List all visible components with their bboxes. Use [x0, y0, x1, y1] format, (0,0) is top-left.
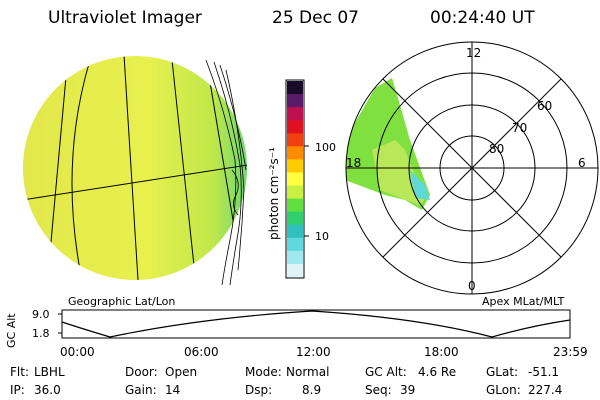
timeline-xtick-0600: 06:00 [184, 345, 219, 359]
instrument-title: Ultraviolet Imager [48, 8, 202, 28]
colorbar-unit-label: photon cm⁻²s⁻¹ [267, 147, 281, 240]
mlat-label-70: 70 [512, 121, 528, 135]
colorbar-swatch [287, 133, 303, 147]
status-gcalt-label: GC Alt: [365, 365, 407, 379]
status-ip-label: IP: [10, 383, 25, 397]
status-mode-value: Normal [286, 365, 330, 379]
geographic-grid [23, 56, 247, 280]
status-glon-value: 227.4 [528, 383, 563, 397]
status-seq-label: Seq: [365, 383, 392, 397]
mlt-label-6: 6 [578, 156, 586, 170]
colorbar-swatch [287, 159, 303, 173]
timeline-ytick-max: 9.0 [32, 308, 50, 321]
earth-disk [23, 56, 247, 280]
status-mode-label: Mode: [245, 365, 282, 379]
colorbar-swatch [287, 146, 303, 160]
mlat-label-80: 80 [489, 142, 505, 156]
timeline-ytick-min: 1.8 [32, 327, 50, 340]
colorbar-swatch [287, 198, 303, 213]
colorbar [285, 79, 309, 279]
colorbar-swatch [287, 263, 303, 278]
status-door-value: Open [165, 365, 198, 379]
geographic-caption: Geographic Lat/Lon [68, 295, 176, 308]
observation-date: 25 Dec 07 [272, 8, 359, 28]
status-gain-value: 14 [165, 383, 181, 397]
altitude-curve [61, 310, 571, 338]
altitude-timeline [58, 309, 571, 339]
timeline-xtick-0000: 00:00 [60, 345, 95, 359]
status-flt-value: LBHL [34, 365, 65, 379]
status-glat-label: GLat: [486, 365, 519, 379]
status-door-label: Door: [125, 365, 158, 379]
polar-plot [345, 41, 599, 295]
status-glon-label: GLon: [486, 383, 521, 397]
colorbar-swatch [287, 81, 303, 95]
status-ip-value: 36.0 [34, 383, 61, 397]
colorbar-swatch [287, 237, 303, 252]
status-seq-value: 39 [400, 383, 416, 397]
colorbar-swatch [287, 172, 303, 187]
colorbar-swatch [287, 211, 303, 226]
status-flt-label: Flt: [10, 365, 29, 379]
status-dsp-value: 8.9 [302, 383, 322, 397]
timeline-xtick-2359: 23:59 [553, 345, 588, 359]
status-glat-value: -51.1 [528, 365, 560, 379]
status-gain-label: Gain: [125, 383, 157, 397]
colorbar-swatch [287, 224, 303, 239]
status-dsp-label: Dsp: [245, 383, 273, 397]
geographic-image [23, 56, 247, 286]
timeline-xtick-1200: 12:00 [296, 345, 331, 359]
colorbar-swatch [287, 94, 303, 108]
mlt-label-0: 0 [468, 279, 476, 293]
colorbar-swatch [287, 120, 303, 134]
colorbar-swatch [287, 185, 303, 200]
mlt-label-12: 12 [466, 46, 482, 60]
apex-caption: Apex MLat/MLT [482, 295, 565, 308]
coastlines [205, 59, 247, 286]
timeline-xtick-1800: 18:00 [424, 345, 459, 359]
colorbar-tick-10: 10 [315, 230, 329, 243]
mlt-label-18: 18 [346, 156, 362, 170]
colorbar-swatch [287, 250, 303, 265]
timeline-ylabel: GC Alt [5, 313, 18, 348]
status-gcalt-value: 4.6 Re [418, 365, 457, 379]
mlat-label-60: 60 [537, 99, 553, 113]
colorbar-swatch [287, 107, 303, 121]
observation-time: 00:24:40 UT [430, 8, 535, 28]
colorbar-tick-100: 100 [315, 141, 336, 154]
